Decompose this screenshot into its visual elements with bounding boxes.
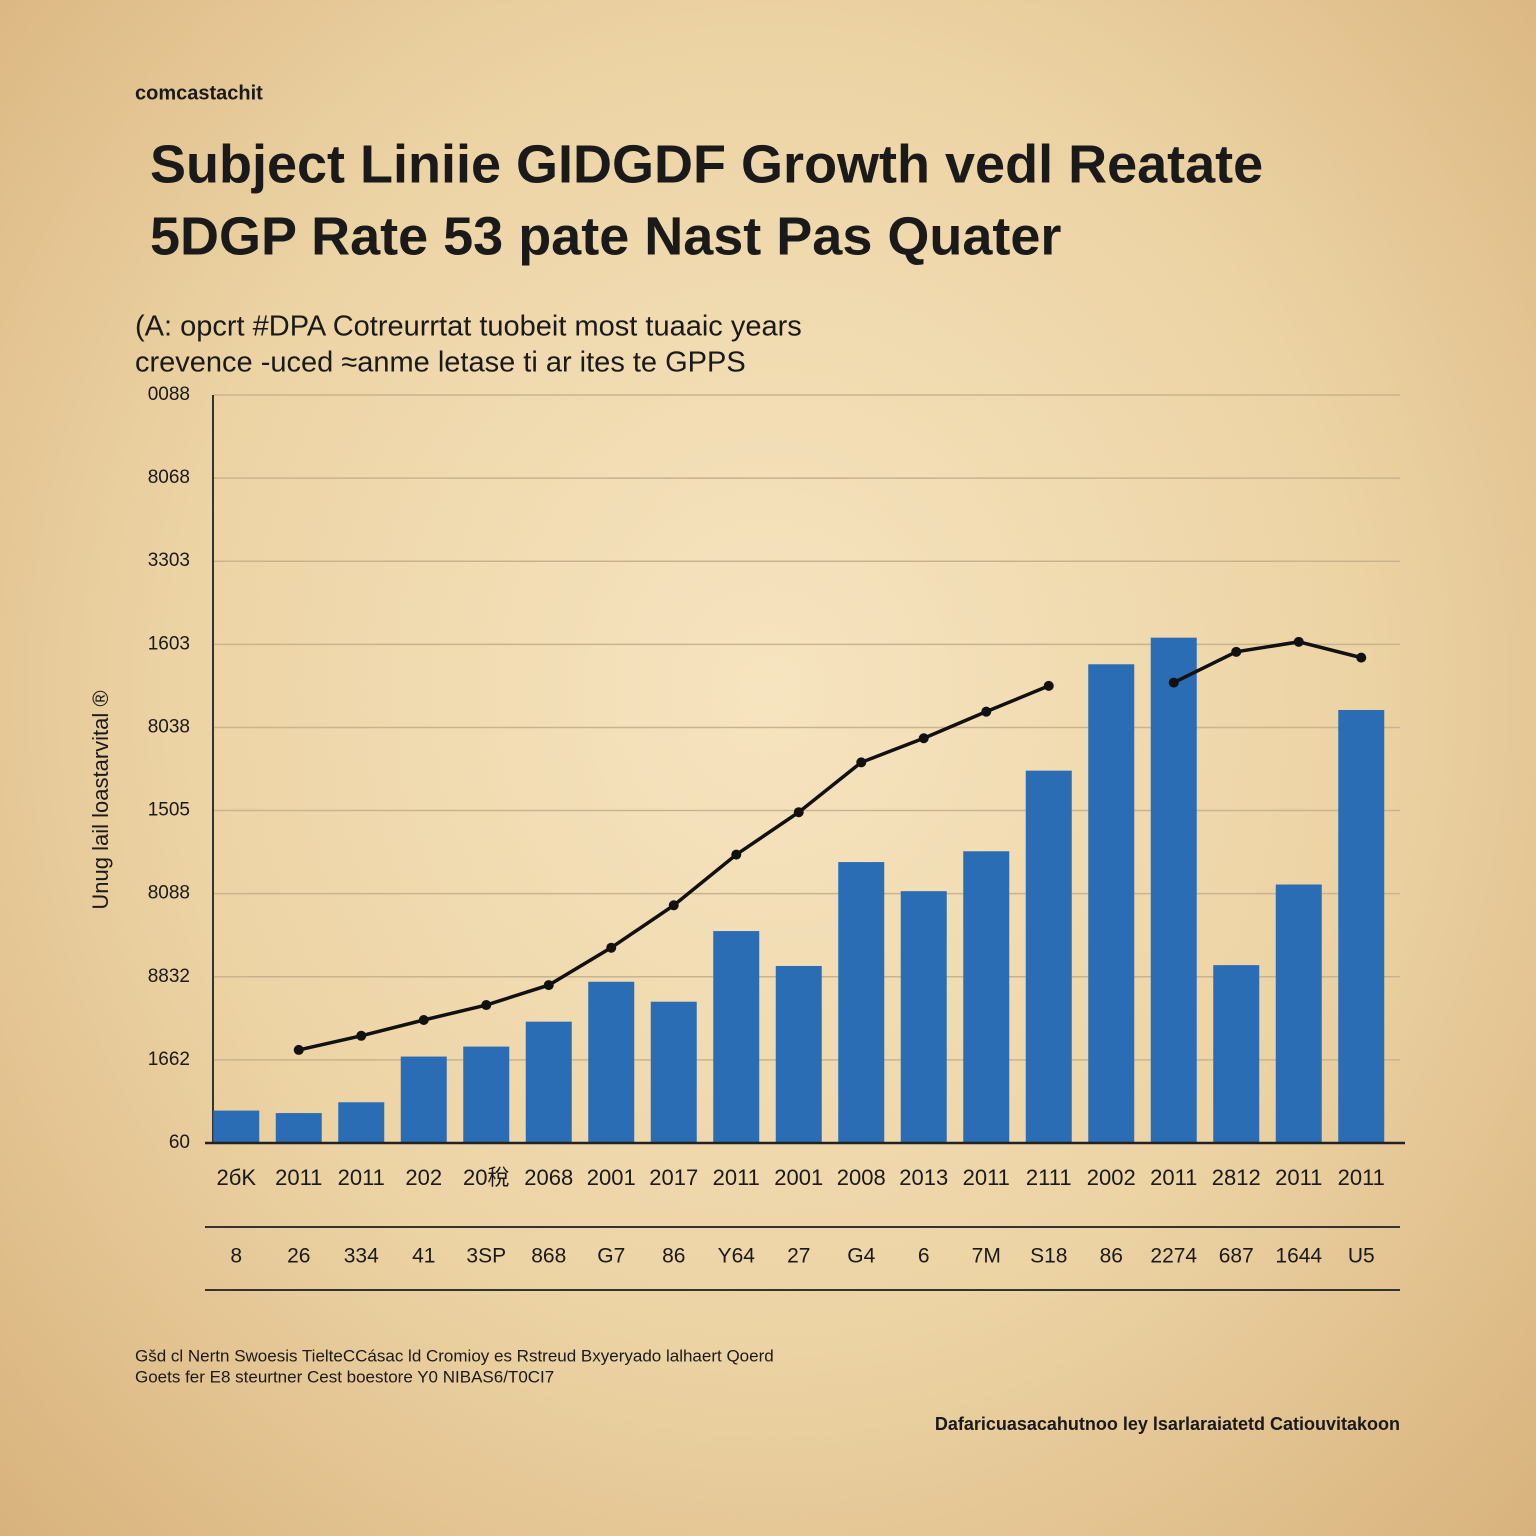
line-point: [981, 706, 992, 717]
row-label: 6: [918, 1245, 930, 1268]
bar: [275, 1113, 322, 1143]
x-tick-label: 20稅: [463, 1165, 509, 1190]
line-point: [668, 900, 679, 911]
bar: [338, 1102, 385, 1143]
bar: [963, 851, 1010, 1143]
x-tick-label: 2011: [338, 1165, 385, 1190]
x-tick-label: 2111: [1026, 1165, 1072, 1190]
y-tick-label: 1662: [148, 1049, 190, 1070]
bar: [588, 981, 635, 1143]
x-tick-label: 202: [405, 1165, 442, 1190]
bar: [1025, 770, 1072, 1143]
x-tick-label: 2011: [713, 1165, 760, 1190]
bar: [213, 1110, 260, 1143]
row-label: U5: [1348, 1245, 1375, 1268]
bar: [1150, 637, 1197, 1143]
x-tick-label: 2011: [1150, 1165, 1197, 1190]
subtitle: (A: opcrt #DPA Cotreurrtat tuobeit most …: [135, 311, 802, 343]
y-tick-label: 8088: [148, 883, 190, 904]
row-label: G7: [597, 1245, 625, 1268]
x-tick-label: 2001: [774, 1165, 823, 1190]
bar: [1213, 965, 1260, 1143]
line-point: [543, 980, 554, 991]
y-tick-label: 0088: [148, 384, 190, 405]
x-tick-label: 2013: [899, 1165, 948, 1190]
bar: [1088, 664, 1135, 1143]
line-point: [481, 1000, 492, 1011]
row-label: 41: [412, 1245, 435, 1268]
line-point: [356, 1030, 367, 1041]
x-tick-label: 2011: [963, 1165, 1010, 1190]
x-tick-label: 2011: [1275, 1165, 1322, 1190]
x-tick-label: 2011: [275, 1165, 322, 1190]
y-tick-label: 3303: [148, 550, 190, 571]
bar: [650, 1001, 697, 1143]
line-point: [1168, 677, 1179, 688]
line-point: [731, 849, 742, 860]
note: Goets fer E8 steurtner Cest boestore Y0 …: [135, 1367, 554, 1386]
chart-title: Subject Liniie GIDGDF Growth vedl Reatat…: [150, 134, 1263, 194]
x-tick-label: 2бK: [216, 1165, 256, 1190]
y-tick-label: 60: [169, 1132, 190, 1153]
bar: [838, 862, 885, 1143]
bar: [1338, 709, 1385, 1143]
bar: [713, 931, 760, 1143]
line-point: [918, 733, 929, 744]
x-tick-label: 2068: [524, 1165, 573, 1190]
bar: [1275, 884, 1322, 1143]
bar: [400, 1056, 447, 1143]
line-point: [856, 757, 867, 768]
line-point: [606, 942, 617, 953]
bar: [525, 1021, 572, 1143]
y-tick-label: 8038: [148, 716, 190, 737]
row-label: 7M: [972, 1245, 1001, 1268]
line-point: [1231, 646, 1242, 657]
row-label: 868: [531, 1245, 566, 1268]
note: Gšd cl Nertn Swoesis TielteCCásac ld Cro…: [135, 1346, 774, 1365]
x-tick-label: 2001: [587, 1165, 636, 1190]
row-label: 687: [1219, 1245, 1254, 1268]
line-point: [1043, 680, 1054, 691]
row-label: 26: [287, 1245, 310, 1268]
row-label: 27: [787, 1245, 810, 1268]
header: comcastachit: [135, 82, 263, 104]
x-tick-label: 2002: [1087, 1165, 1136, 1190]
chart-title: 5DGP Rate 53 pate Nast Pas Quater: [150, 206, 1061, 266]
line-point: [293, 1044, 304, 1055]
source: Dafaricuasacahutnoo ley lsarlaraiatetd C…: [935, 1414, 1400, 1434]
row-label: 3SP: [466, 1245, 506, 1268]
row-label: 2274: [1150, 1245, 1197, 1268]
x-tick-label: 2011: [1338, 1165, 1385, 1190]
row-label: 86: [1100, 1245, 1123, 1268]
y-tick-label: 8832: [148, 966, 190, 987]
row-label: 8: [230, 1245, 242, 1268]
y-tick-label: 8068: [148, 467, 190, 488]
line-point: [418, 1014, 429, 1025]
x-tick-label: 2008: [837, 1165, 886, 1190]
line-point: [1356, 652, 1367, 663]
bar: [775, 965, 822, 1143]
row-label: G4: [847, 1245, 875, 1268]
row-label: 1644: [1275, 1245, 1322, 1268]
y-tick-label: 1603: [148, 633, 190, 654]
x-tick-label: 2812: [1212, 1165, 1261, 1190]
bar: [900, 891, 947, 1143]
line: [298, 640, 1362, 1052]
row-label: S18: [1030, 1245, 1067, 1268]
bar: [463, 1046, 510, 1143]
row-label: 334: [344, 1245, 379, 1268]
y-tick-label: 1505: [148, 800, 190, 821]
row-label: 86: [662, 1245, 685, 1268]
row-label: Y64: [718, 1245, 756, 1268]
line-point: [1293, 636, 1304, 647]
y-axis-label: Unug lail loastarvital ®: [88, 690, 113, 909]
line-point: [793, 807, 804, 818]
subtitle: crevence -uced ≈anme letase ti ar ites t…: [135, 347, 746, 379]
x-tick-label: 2017: [649, 1165, 698, 1190]
